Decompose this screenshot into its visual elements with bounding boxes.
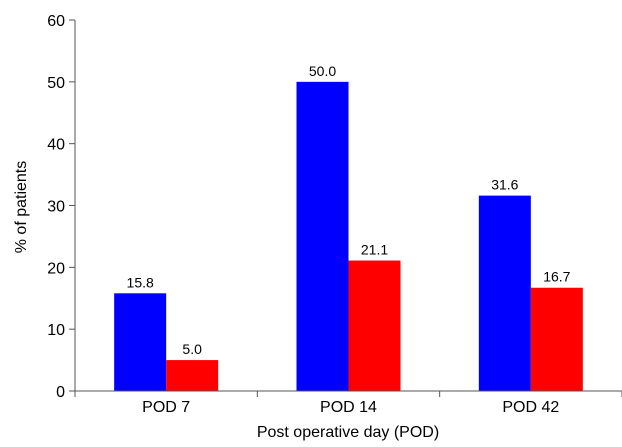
x-tick-label: POD 14 [320, 399, 377, 416]
x-axis-ticks: POD 7 POD 14 POD 42 [74, 391, 622, 416]
y-tick-label: 50 [47, 75, 65, 92]
bar-value-label: 15.8 [127, 274, 154, 290]
y-tick-label: 0 [56, 384, 65, 401]
y-axis-ticks: 0 10 20 30 40 50 60 [47, 13, 75, 401]
bar-value-label: 5.0 [182, 341, 202, 357]
x-tick-label: POD 7 [142, 399, 190, 416]
y-tick-label: 40 [47, 137, 65, 154]
y-tick-label: 10 [47, 322, 65, 339]
bar [296, 81, 349, 391]
bar-data-labels: 15.8 50.0 31.6 5.0 21.1 16.7 [127, 63, 571, 357]
bar [478, 195, 531, 391]
y-tick-label: 30 [47, 199, 65, 216]
bar-value-label: 21.1 [361, 242, 388, 258]
bars [114, 81, 583, 391]
bar-value-label: 50.0 [309, 63, 336, 79]
bar [348, 260, 401, 391]
bar [114, 293, 167, 391]
bar-value-label: 31.6 [491, 177, 518, 193]
y-tick-label: 20 [47, 260, 65, 277]
x-tick-label: POD 42 [502, 399, 559, 416]
bar [166, 360, 219, 391]
y-axis-label: % of patients [13, 161, 30, 254]
y-tick-label: 60 [47, 13, 65, 30]
axes [74, 20, 622, 392]
x-axis-label: Post operative day (POD) [257, 424, 439, 441]
bar-value-label: 16.7 [543, 269, 570, 285]
bar [530, 287, 583, 391]
